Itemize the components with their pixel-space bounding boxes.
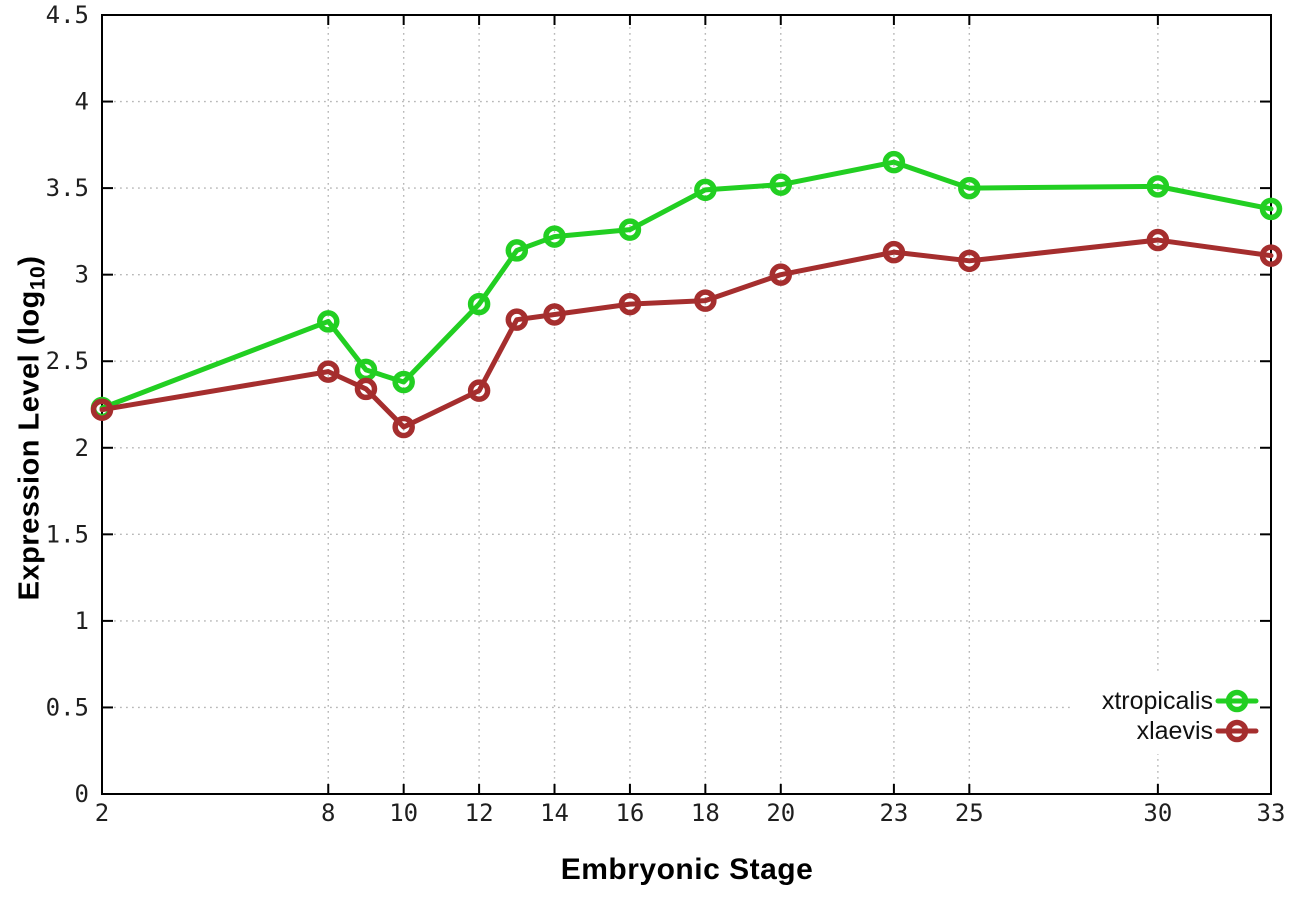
data-point-xtropicalis (1259, 197, 1283, 221)
y-tick-label: 1 (75, 607, 89, 635)
x-tick-label: 20 (766, 799, 795, 827)
legend-label-xlaevis: xlaevis (1136, 717, 1213, 745)
data-point-xtropicalis (882, 150, 906, 174)
legend-label-xtropicalis: xtropicalis (1101, 687, 1213, 715)
data-point-xtropicalis (769, 173, 793, 196)
data-point-xlaevis (90, 398, 114, 421)
y-tick-label: 2.5 (46, 347, 89, 375)
x-tick-label: 10 (389, 799, 418, 827)
data-point-xlaevis (505, 308, 529, 331)
data-point-xlaevis (1259, 244, 1283, 267)
y-axis-title: Expression Level (log10) (13, 255, 50, 601)
data-point-xlaevis (882, 240, 906, 264)
y-tick-label: 4 (75, 88, 89, 116)
data-point-xlaevis (392, 415, 415, 439)
legend-sample-marker-xlaevis (1225, 719, 1249, 743)
x-tick-label: 14 (540, 799, 569, 827)
series-line-xlaevis (99, 237, 1274, 430)
x-tick-label: 25 (955, 799, 984, 827)
y-axis-title-text: Expression Level (log (13, 290, 46, 601)
data-point-xtropicalis (467, 292, 491, 316)
data-point-xtropicalis (958, 176, 981, 200)
x-tick-label: 18 (691, 799, 720, 827)
y-tick-label: 0.5 (46, 693, 89, 721)
x-tick-label: 12 (465, 799, 494, 827)
data-point-xlaevis (769, 263, 793, 286)
x-axis-title: Embryonic Stage (560, 853, 814, 886)
data-point-xlaevis (354, 377, 378, 401)
x-tick-label: 23 (879, 799, 908, 827)
x-tick-label: 30 (1143, 799, 1172, 827)
y-tick-label: 3.5 (46, 174, 89, 202)
legend-sample-marker-xtropicalis (1225, 689, 1249, 713)
y-axis-title-suffix: ) (13, 255, 46, 266)
y-tick-label: 3 (75, 261, 89, 289)
data-point-xlaevis (694, 289, 717, 312)
data-point-xlaevis (958, 249, 981, 273)
data-point-xtropicalis (618, 218, 642, 241)
data-point-xtropicalis (1146, 175, 1170, 198)
series-line-xtropicalis (99, 159, 1274, 411)
data-point-xlaevis (618, 292, 642, 316)
x-tick-label: 8 (321, 799, 335, 827)
y-axis-title-subscript: 10 (26, 265, 50, 291)
data-point-xlaevis (317, 360, 340, 383)
data-point-xlaevis (467, 379, 491, 402)
y-tick-label: 4.5 (46, 1, 89, 29)
data-point-xtropicalis (317, 310, 340, 333)
x-tick-label: 16 (615, 799, 644, 827)
x-tick-label: 2 (95, 799, 109, 827)
data-point-xtropicalis (505, 239, 529, 262)
legend-box (1070, 674, 1258, 754)
y-tick-label: 0 (75, 780, 89, 808)
data-point-xlaevis (1146, 228, 1170, 252)
plot-border (101, 14, 1272, 795)
data-point-xtropicalis (392, 370, 415, 394)
data-point-xtropicalis (543, 225, 566, 248)
y-tick-label: 2 (75, 434, 89, 462)
data-point-xlaevis (543, 303, 566, 326)
y-tick-label: 1.5 (46, 520, 89, 548)
x-tick-label: 33 (1257, 799, 1286, 827)
data-point-xtropicalis (694, 178, 717, 202)
